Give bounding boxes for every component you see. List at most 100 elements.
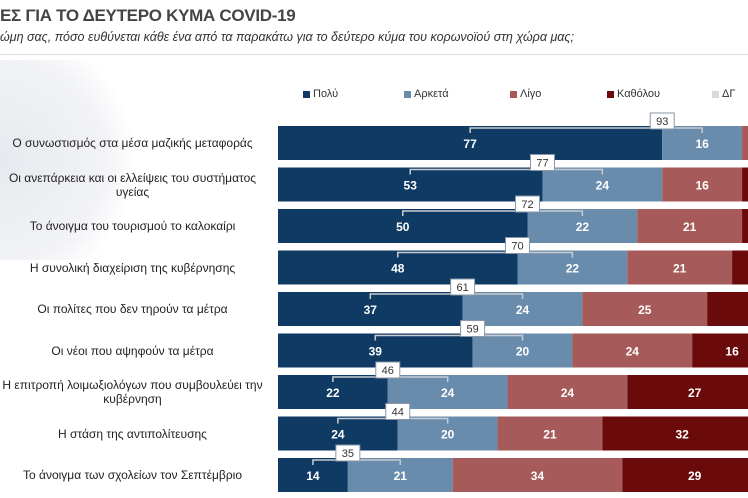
bar-segment	[507, 375, 628, 409]
legend-swatch	[404, 90, 411, 98]
data-label: 16	[695, 137, 709, 151]
total-box	[515, 195, 540, 213]
data-label: 21	[394, 469, 408, 483]
legend-item: Πολύ	[303, 88, 338, 100]
bar-segment	[662, 167, 743, 202]
data-label: 21	[683, 220, 697, 234]
data-label: 48	[391, 262, 405, 276]
data-label: 16	[695, 179, 709, 193]
legend-swatch	[607, 90, 614, 98]
bar-segment	[637, 209, 743, 243]
total-label: 72	[521, 199, 533, 211]
data-label: 34	[531, 469, 545, 483]
bar-segment	[572, 333, 693, 368]
bar-segment	[497, 416, 603, 451]
total-label: 70	[511, 241, 523, 253]
page-title: ΕΣ ΓΙΑ ΤΟ ΔΕΥΤΕΡΟ ΚΥΜΑ COVID-19	[0, 6, 296, 25]
data-label: 77	[463, 137, 477, 151]
virus-watermark	[0, 60, 160, 260]
category-label: Οι ανεπάρκεια και οι ελλείψεις του συστή…	[8, 170, 257, 199]
total-box	[460, 320, 486, 337]
data-label: 29	[688, 469, 702, 483]
data-label: 16	[725, 345, 739, 359]
legend-item: Καθόλου	[607, 88, 660, 100]
bar-segment	[627, 250, 733, 285]
data-label: 24	[596, 179, 610, 193]
total-bracket	[409, 168, 604, 175]
total-label: 59	[466, 324, 478, 336]
total-box	[385, 403, 411, 420]
bar-segment	[627, 375, 748, 409]
data-label: 22	[326, 386, 340, 400]
total-label: 77	[536, 158, 548, 170]
total-box	[335, 444, 361, 462]
legend-item: Λίγο	[510, 88, 541, 100]
category-label: Οι πολίτες που δεν τηρούν τα μέτρα	[37, 302, 228, 316]
bar-segment	[742, 209, 748, 243]
data-label: 27	[688, 386, 702, 400]
data-label: 24	[441, 386, 455, 400]
bar-segment	[582, 292, 708, 326]
total-box	[505, 237, 531, 254]
data-label: 25	[638, 303, 652, 317]
bar-segment	[707, 292, 748, 326]
category-label: Η στάση της αντιπολίτευσης	[58, 426, 207, 441]
data-label: 39	[369, 345, 383, 359]
total-bracket	[369, 293, 524, 299]
category-label: Το άνοιγμα του τουρισμού το καλοκαίρι	[29, 219, 236, 233]
data-label: 37	[364, 303, 378, 317]
category-label: Η συνολική διαχείριση της κυβέρνησης	[29, 260, 236, 275]
bar-segment	[452, 458, 623, 492]
total-box	[450, 278, 476, 296]
data-label: 24	[516, 303, 530, 317]
total-box	[529, 154, 555, 171]
category-label: Η επιτροπή λοιμωξιολόγων που συμβουλεύει…	[2, 378, 263, 406]
legend-label: Πολύ	[313, 88, 339, 100]
bar-segment	[742, 167, 748, 202]
total-label: 44	[392, 407, 404, 419]
total-box	[649, 112, 675, 130]
total-label: 35	[342, 448, 354, 460]
data-label: 20	[516, 345, 530, 359]
total-label: 93	[656, 116, 668, 128]
legend-label: ΔΓ	[722, 88, 736, 100]
data-label: 20	[441, 428, 455, 442]
legend-item: Αρκετά	[404, 88, 449, 100]
legend-swatch	[303, 90, 310, 98]
legend-label: Καθόλου	[617, 88, 661, 100]
data-label: 32	[676, 428, 690, 442]
legend-label: Αρκετά	[414, 88, 449, 100]
total-box	[375, 361, 401, 379]
total-label: 61	[457, 282, 469, 294]
total-bracket	[469, 127, 703, 133]
data-label: 22	[566, 262, 580, 276]
data-label: 21	[543, 428, 557, 442]
divider	[0, 54, 748, 55]
data-label: 50	[396, 220, 410, 234]
category-label: Οι νέοι που αψηφούν τα μέτρα	[51, 343, 214, 358]
category-label: Ο συνωστισμός στα μέσα μαζικής μεταφοράς	[12, 136, 253, 150]
total-bracket	[374, 334, 524, 341]
bar-segment	[692, 333, 748, 368]
data-label: 24	[331, 428, 345, 442]
legend-label: Λίγο	[520, 88, 542, 100]
category-label: Το άνοιγμα των σχολείων τον Σεπτέμβριο	[23, 468, 242, 482]
bar-segment	[742, 126, 748, 160]
total-bracket	[397, 251, 574, 258]
data-label: 22	[576, 220, 590, 234]
legend: Πολύ Αρκετά Λίγο Καθόλου ΔΓ	[0, 88, 748, 104]
legend-swatch	[510, 90, 517, 98]
legend-swatch	[712, 90, 719, 98]
total-label: 46	[382, 365, 394, 377]
data-label: 53	[404, 179, 418, 193]
data-label: 21	[673, 262, 687, 276]
data-label: 24	[561, 386, 575, 400]
bar-segment	[602, 416, 748, 451]
legend-item: ΔΓ	[712, 88, 735, 100]
bar-segment	[622, 458, 748, 492]
data-label: 24	[626, 345, 640, 359]
bar-segment	[732, 250, 748, 285]
question-subtitle: ώμη σας, πόσο ευθύνεται κάθε ένα από τα …	[0, 30, 574, 44]
data-label: 14	[306, 469, 320, 483]
